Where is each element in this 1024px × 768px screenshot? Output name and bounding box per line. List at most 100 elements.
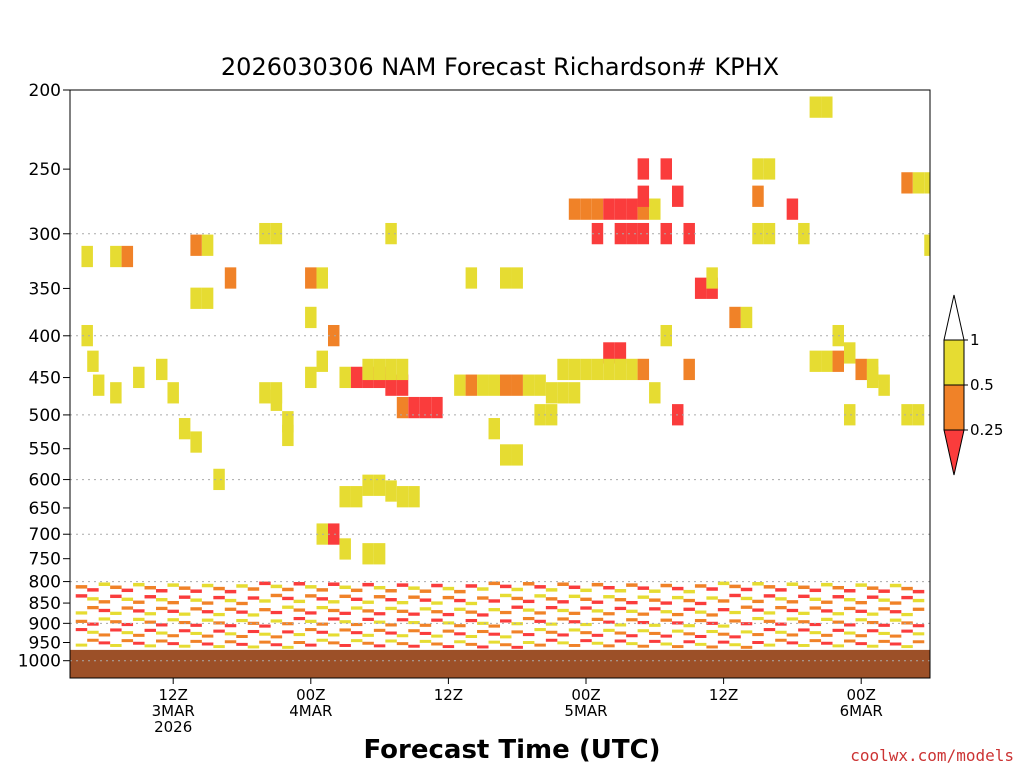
boundary-layer-cell: [305, 585, 317, 589]
boundary-layer-cell: [454, 632, 466, 636]
data-cell: [706, 267, 718, 289]
boundary-layer-cell: [809, 631, 822, 635]
data-cell: [373, 543, 386, 565]
data-cell: [912, 404, 925, 426]
boundary-layer-cell: [545, 588, 558, 592]
boundary-layer-cell: [408, 595, 420, 599]
boundary-layer-cell: [786, 617, 799, 621]
boundary-layer-cell: [740, 605, 753, 609]
data-cell: [603, 342, 615, 364]
boundary-layer-cell: [844, 631, 856, 635]
boundary-layer-cell: [362, 641, 374, 645]
data-cell: [924, 172, 930, 194]
boundary-layer-cell: [87, 622, 99, 626]
boundary-layer-cell: [247, 596, 260, 600]
boundary-layer-cell: [167, 609, 179, 613]
boundary-layer-cell: [912, 598, 925, 603]
legend-label: 1: [970, 331, 980, 349]
boundary-layer-cell: [385, 606, 397, 611]
boundary-layer-cell: [626, 600, 638, 605]
data-cell: [500, 267, 512, 289]
boundary-layer-cell: [373, 612, 386, 616]
boundary-layer-cell: [626, 618, 638, 622]
boundary-layer-cell: [201, 583, 214, 588]
boundary-layer-cell: [477, 596, 489, 600]
boundary-layer-cell: [385, 623, 397, 627]
boundary-layer-cell: [133, 633, 145, 637]
data-cell: [465, 267, 478, 289]
boundary-layer-cell: [752, 608, 764, 612]
boundary-layer-cell: [75, 628, 88, 632]
boundary-layer-cell: [786, 633, 799, 637]
boundary-layer-cell: [350, 622, 363, 627]
boundary-layer-cell: [110, 585, 122, 590]
boundary-layer-cell: [511, 645, 523, 649]
boundary-layer-cell: [809, 597, 822, 601]
boundary-layer-cell: [763, 594, 776, 598]
data-cell: [729, 306, 741, 329]
boundary-layer-cell: [156, 606, 168, 611]
boundary-layer-cell: [889, 601, 902, 605]
boundary-layer-cell: [763, 619, 776, 623]
data-cell: [649, 198, 661, 220]
boundary-layer-cell: [568, 594, 581, 599]
boundary-layer-cell: [362, 582, 374, 587]
boundary-layer-cell: [591, 609, 604, 613]
data-cell: [190, 234, 202, 256]
data-cell: [110, 245, 122, 268]
boundary-layer-cell: [339, 585, 351, 590]
data-cell: [270, 389, 283, 411]
boundary-layer-cell: [190, 623, 202, 627]
y-tick-label: 500: [29, 406, 61, 426]
boundary-layer-cell: [442, 612, 455, 617]
boundary-layer-cell: [316, 597, 328, 601]
boundary-layer-cell: [603, 585, 615, 590]
boundary-layer-cell: [821, 582, 833, 587]
boundary-layer-cell: [328, 633, 340, 637]
data-cell: [844, 404, 856, 426]
boundary-layer-cell: [396, 600, 409, 605]
boundary-layer-cell: [442, 645, 455, 649]
boundary-layer-cell: [614, 631, 627, 635]
legend-bottom-arrow: [943, 429, 965, 476]
data-cell: [740, 306, 753, 329]
boundary-layer-cell: [866, 620, 879, 625]
boundary-layer-cell: [591, 600, 604, 604]
data-cell: [821, 96, 833, 118]
data-cell: [626, 222, 638, 245]
boundary-layer-cell: [786, 608, 799, 613]
data-cell: [557, 358, 569, 381]
data-cell: [270, 222, 283, 245]
boundary-layer-cell: [350, 588, 363, 593]
boundary-layer-cell: [270, 619, 283, 623]
boundary-layer-cell: [305, 619, 317, 623]
boundary-layer-cell: [224, 598, 237, 603]
boundary-layer-cell: [178, 644, 191, 648]
data-cell: [660, 324, 672, 347]
boundary-layer-cell: [649, 623, 661, 627]
boundary-layer-cell: [717, 599, 730, 603]
boundary-layer-cell: [522, 633, 535, 637]
boundary-layer-cell: [694, 584, 707, 588]
boundary-layer-cell: [798, 620, 810, 624]
data-cell: [419, 396, 432, 419]
legend-swatch: [943, 384, 965, 431]
boundary-layer-cell: [500, 619, 512, 623]
x-tick-label: 00Z: [847, 686, 876, 704]
y-axis: 200 250 300 350 400 450 500 550 600 650 700 750 8008…: [18, 81, 70, 672]
boundary-layer-cell: [167, 634, 179, 638]
data-cell: [866, 366, 879, 389]
boundary-layer-cell: [98, 617, 111, 621]
boundary-layer-cell: [293, 633, 306, 637]
boundary-layer-cell: [706, 587, 718, 591]
boundary-layer-cell: [912, 624, 925, 628]
boundary-layer-cell: [477, 629, 489, 634]
plot-area: [69, 89, 931, 679]
boundary-layer-cell: [637, 644, 650, 648]
boundary-layer-cell: [786, 582, 799, 586]
boundary-layer-cell: [293, 582, 306, 586]
boundary-layer-cell: [637, 586, 650, 590]
boundary-layer-cell: [75, 585, 88, 589]
boundary-layer-cell: [144, 620, 156, 624]
boundary-layer-cell: [568, 644, 581, 647]
